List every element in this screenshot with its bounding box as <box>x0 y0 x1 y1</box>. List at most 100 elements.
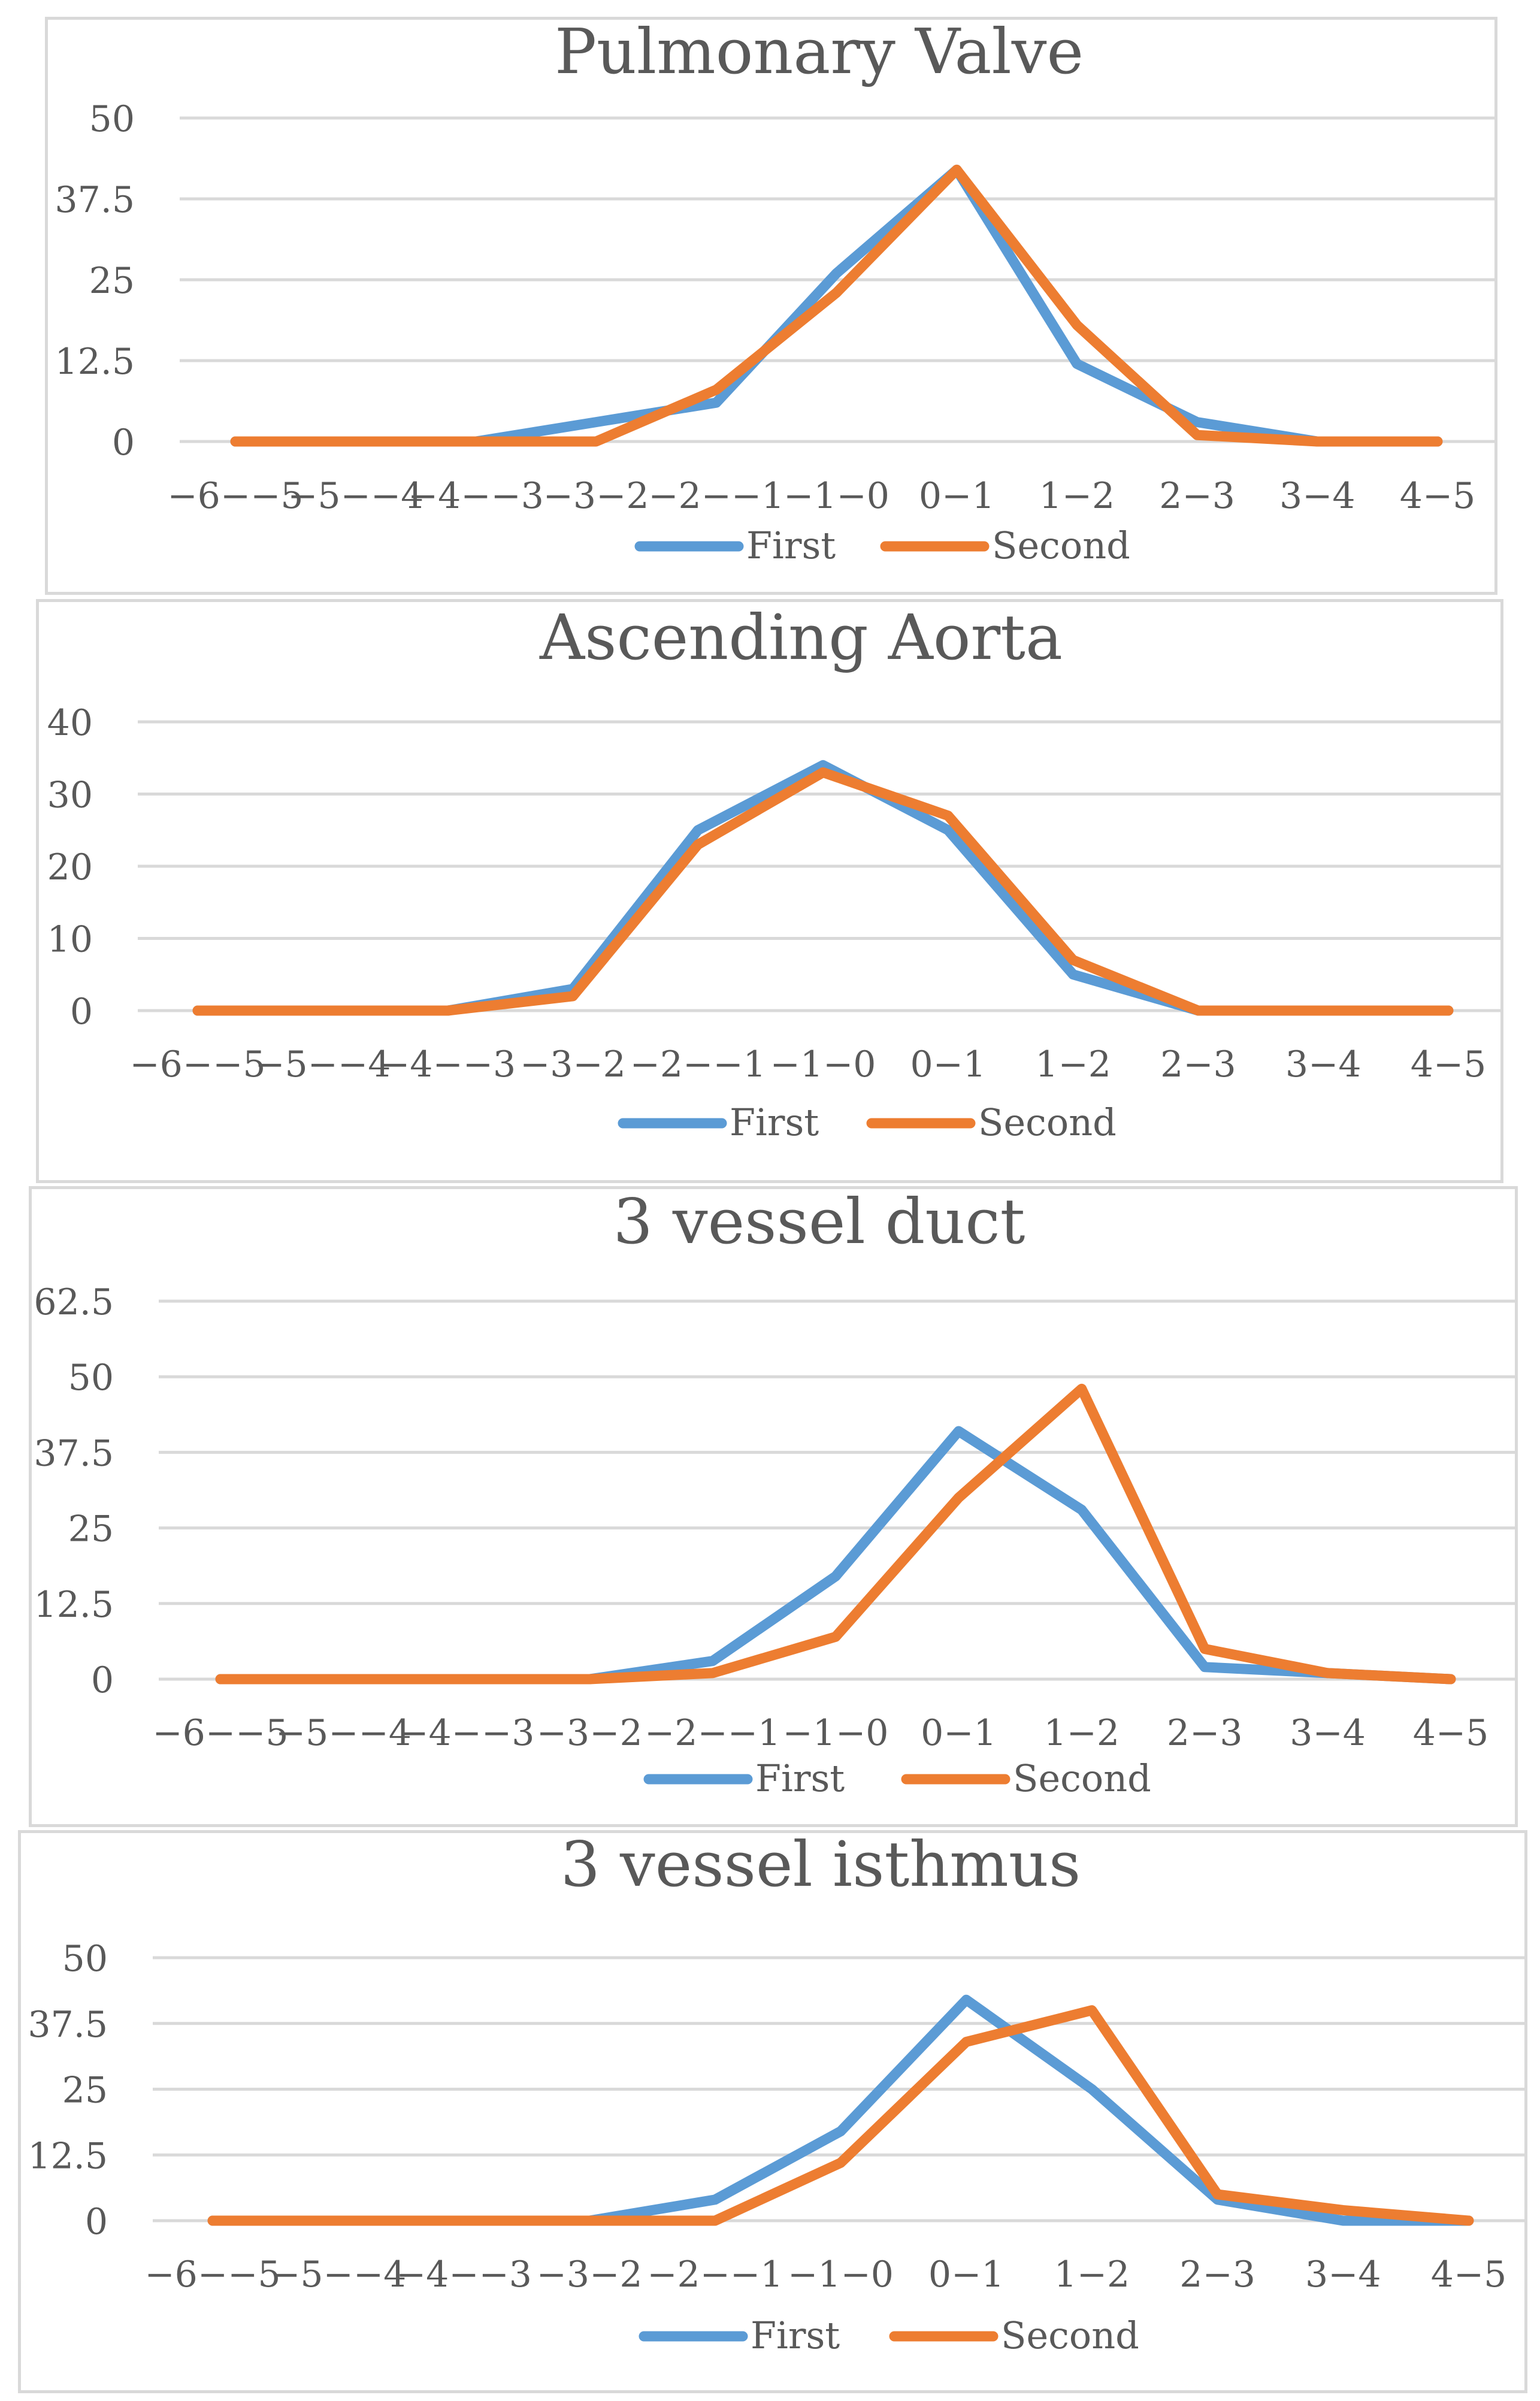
y-tick-label: 30 <box>47 775 93 817</box>
data-point-second <box>1465 2217 1472 2224</box>
x-tick-label: −5−−4 <box>276 1712 412 1754</box>
x-tick-label: 2−3 <box>1167 1712 1243 1754</box>
y-tick-label: 12.5 <box>55 341 135 383</box>
x-tick-label: 2−3 <box>1160 1044 1236 1085</box>
data-point-second <box>1324 1669 1332 1677</box>
data-point-first <box>955 1428 963 1435</box>
data-point-first <box>1201 1663 1209 1671</box>
x-tick-label: −4−−3 <box>408 475 544 517</box>
data-point-second <box>1201 1645 1209 1653</box>
data-point-first <box>819 761 827 769</box>
x-tick-label: −6−−5 <box>129 1044 265 1085</box>
data-point-second <box>569 992 577 1000</box>
data-point-second <box>1339 2206 1347 2214</box>
data-point-first <box>709 1657 716 1665</box>
data-point-first <box>837 2127 845 2135</box>
data-point-second <box>1078 1385 1085 1393</box>
x-tick-label: −5−−4 <box>288 475 423 517</box>
legend-label-first: First <box>746 524 836 567</box>
x-tick-label: −4−−3 <box>396 2254 532 2296</box>
data-point-first <box>711 2196 719 2203</box>
data-point-second <box>1214 2191 1221 2199</box>
data-point-first <box>1339 2217 1347 2224</box>
data-point-second <box>232 438 239 445</box>
x-tick-label: −6−−5 <box>144 2254 280 2296</box>
data-point-second <box>217 1676 224 1683</box>
x-tick-label: −4−−3 <box>380 1044 516 1085</box>
legend-label-second: Second <box>1001 2314 1139 2357</box>
series-line-first <box>230 164 1443 447</box>
x-tick-label: −6−−5 <box>167 475 303 517</box>
data-point-first <box>694 826 702 834</box>
data-point-second <box>586 2217 594 2224</box>
x-tick-label: 4−5 <box>1411 1044 1487 1085</box>
x-tick-label: −1−0 <box>788 2254 894 2296</box>
data-point-second <box>1434 438 1441 445</box>
y-tick-label: 0 <box>91 1659 114 1701</box>
chart-title: 3 vessel isthmus <box>561 1828 1081 1901</box>
x-tick-label: −6−−5 <box>152 1712 288 1754</box>
x-tick-label: 2−3 <box>1159 475 1235 517</box>
x-tick-label: −5−−4 <box>255 1044 391 1085</box>
legend-label-second: Second <box>992 524 1130 567</box>
y-tick-label: 12.5 <box>28 2135 108 2177</box>
chart-title: 3 vessel duct <box>613 1185 1025 1258</box>
data-point-first <box>963 1996 970 2004</box>
legend-label-second: Second <box>978 1100 1117 1144</box>
x-tick-label: 3−4 <box>1290 1712 1366 1754</box>
data-point-first <box>1073 360 1081 368</box>
x-tick-label: 0−1 <box>928 2254 1005 2296</box>
x-tick-label: −4−−3 <box>398 1712 534 1754</box>
x-tick-label: 1−2 <box>1035 1044 1111 1085</box>
chart-panel-pulmonary-valve <box>45 17 1497 595</box>
data-point-second <box>1320 1007 1327 1014</box>
data-point-first <box>1088 2085 1096 2093</box>
series-line-first <box>192 760 1454 1016</box>
data-point-second <box>334 2217 342 2224</box>
data-point-first <box>1069 970 1077 978</box>
legend-label-first: First <box>751 2314 840 2357</box>
y-tick-label: 0 <box>70 991 93 1033</box>
x-tick-label: −1−0 <box>783 1712 889 1754</box>
y-tick-label: 40 <box>47 702 93 744</box>
x-tick-label: −1−0 <box>770 1044 876 1085</box>
data-point-second <box>444 1007 452 1014</box>
data-point-second <box>711 2217 719 2224</box>
chart-2: 3 vessel duct 0 12.5 25 37.5 50 62.5 −6−−5−5−−4… <box>34 1185 1515 1800</box>
y-tick-label: 0 <box>112 422 135 464</box>
series-line-first <box>207 1994 1474 2226</box>
y-tick-label: 37.5 <box>55 179 135 221</box>
data-point-second <box>953 166 961 174</box>
data-point-second <box>340 1676 347 1683</box>
data-point-second <box>1193 431 1201 439</box>
y-tick-label: 25 <box>62 2070 108 2112</box>
y-tick-label: 50 <box>62 1938 108 1980</box>
x-tick-label: −1−0 <box>783 475 889 517</box>
data-point-first <box>1078 1506 1085 1514</box>
y-tick-label: 0 <box>85 2201 108 2243</box>
chart-1: Ascending Aorta010203040−6−−5−5−−4−4−−3−… <box>47 601 1500 1144</box>
y-tick-label: 20 <box>47 846 93 888</box>
y-tick-label: 25 <box>89 260 135 302</box>
chart-3: 3 vessel isthmus012.52537.550−6−−5−5−−4−… <box>28 1828 1524 2357</box>
x-tick-label: 1−2 <box>1043 1712 1120 1754</box>
x-tick-label: 0−1 <box>919 475 995 517</box>
data-point-second <box>833 289 840 297</box>
x-tick-label: 4−5 <box>1413 1712 1489 1754</box>
y-tick-label: 50 <box>89 98 135 140</box>
data-point-second <box>837 2159 845 2167</box>
y-tick-label: 37.5 <box>34 1432 114 1474</box>
data-point-second <box>592 438 600 445</box>
chart-panel-3-vessel-isthmus <box>18 1830 1527 2393</box>
data-point-first <box>944 826 952 834</box>
data-point-second <box>352 438 359 445</box>
x-tick-label: −5−−4 <box>270 2254 406 2296</box>
data-point-second <box>1447 1676 1454 1683</box>
x-tick-label: −2−−1 <box>647 2254 783 2296</box>
y-tick-label: 10 <box>47 919 93 961</box>
x-tick-label: −3−2 <box>520 1044 626 1085</box>
x-tick-label: 0−1 <box>910 1044 986 1085</box>
x-tick-label: 4−5 <box>1400 475 1476 517</box>
data-point-second <box>1088 2006 1096 2014</box>
chart-panel-3-vessel-duct <box>29 1186 1518 1827</box>
